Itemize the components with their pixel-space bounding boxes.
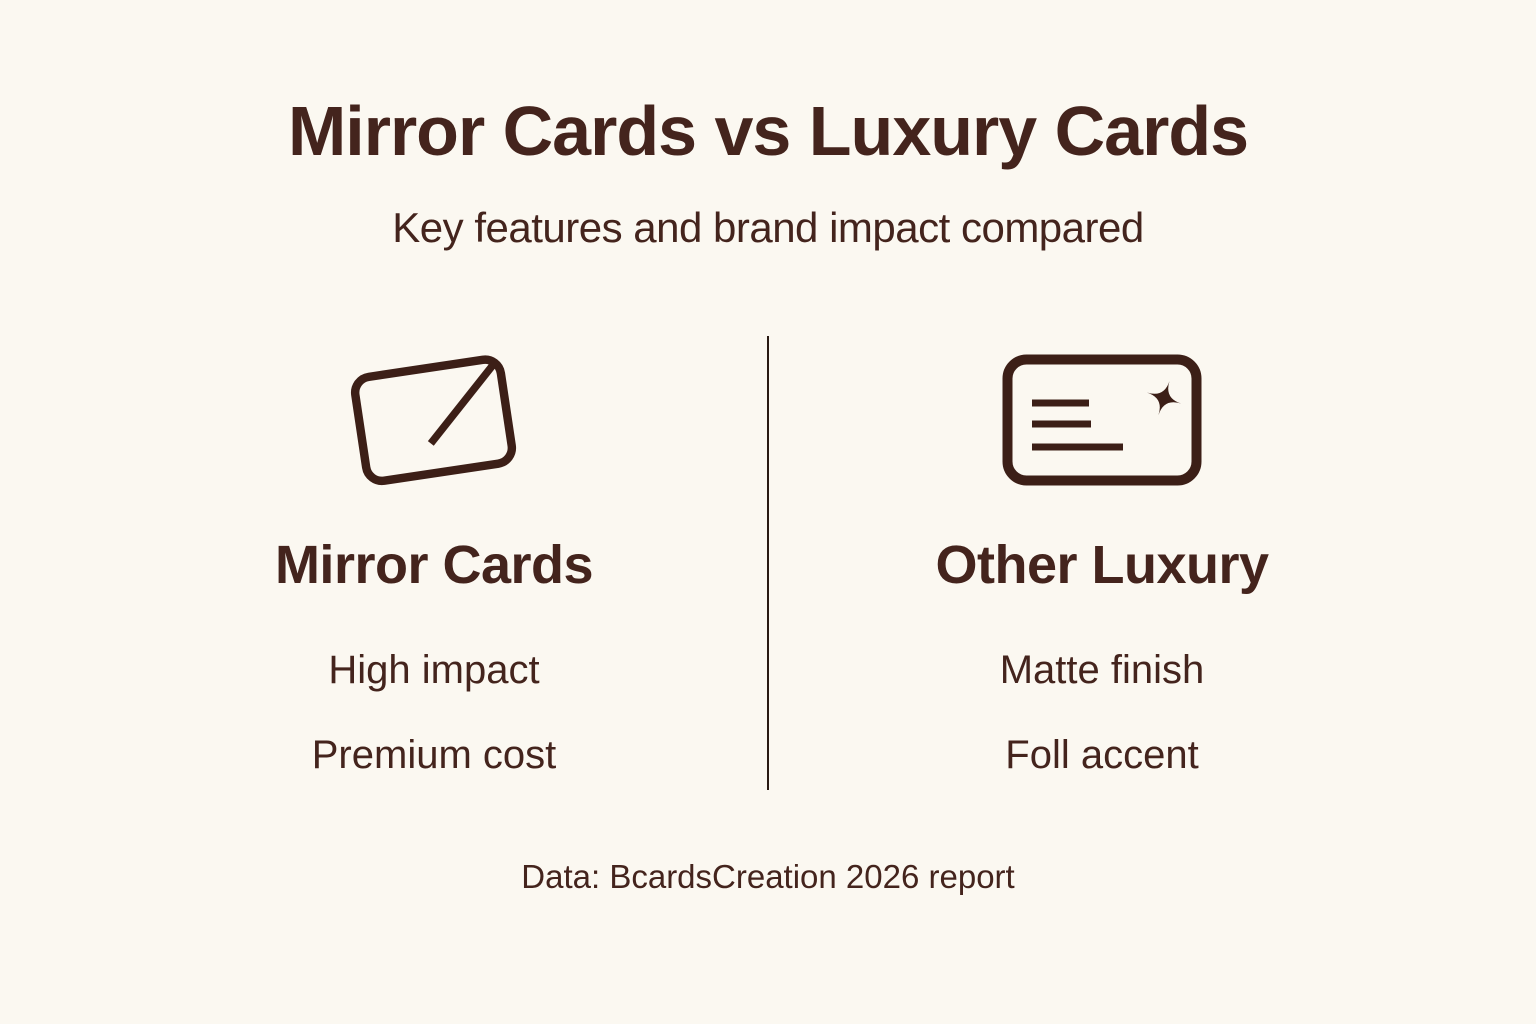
- sparkle-shape: [1146, 380, 1182, 416]
- column-mirror-cards: Mirror Cards High impact Premium cost: [100, 334, 768, 792]
- page-title: Mirror Cards vs Luxury Cards: [287, 92, 1249, 170]
- feature-item: Matte finish: [999, 648, 1205, 692]
- page-subtitle: Key features and brand impact compared: [392, 204, 1144, 251]
- column-heading: Other Luxury: [935, 535, 1269, 595]
- feature-item: Foll accent: [1005, 733, 1199, 777]
- column-other-luxury: Other Luxury Matte finish Foll accent: [768, 334, 1436, 792]
- comparison-columns: Mirror Cards High impact Premium cost Ot…: [100, 334, 1436, 792]
- feature-item: Premium cost: [311, 733, 557, 777]
- column-heading: Mirror Cards: [274, 535, 594, 595]
- luxury-card-icon: [1002, 334, 1202, 506]
- vertical-divider: [767, 336, 769, 790]
- feature-item: High impact: [328, 648, 540, 692]
- mirror-card-icon: [340, 334, 528, 506]
- data-source-note: Data: BcardsCreation 2026 report: [521, 858, 1015, 895]
